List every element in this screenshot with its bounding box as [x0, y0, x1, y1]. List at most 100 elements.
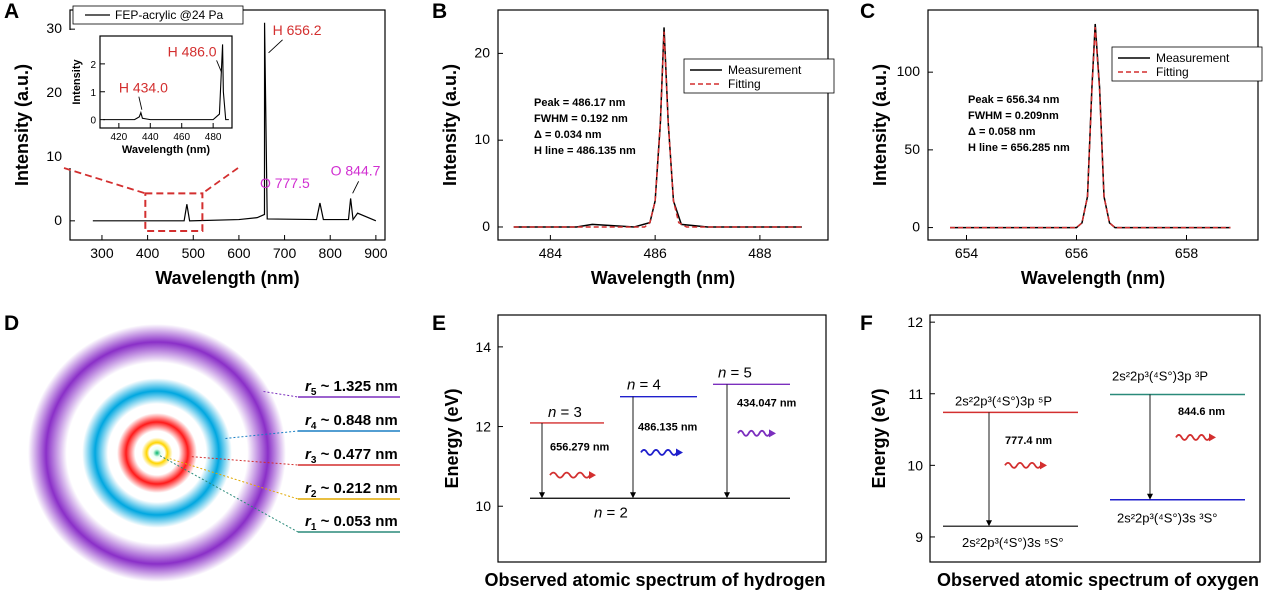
y-tick-label: 0: [54, 212, 62, 228]
photon-434-icon-arrowhead: [769, 429, 776, 438]
legend-label-fitting: Fitting: [728, 77, 761, 91]
y-tick-label: 20: [474, 44, 490, 60]
transition-arrow-777-head: [986, 520, 992, 527]
level-label-3s-3s: 2s²2p³(⁴S°)3s ³S°: [1117, 511, 1218, 526]
x-tick-label: 800: [319, 245, 343, 261]
x-tick-label: 488: [748, 245, 772, 261]
y-tick-label: 12: [475, 419, 491, 435]
y-tick-label: 0: [90, 116, 96, 127]
inset-arrow-h486: [216, 60, 222, 73]
x-tick-label: 420: [111, 132, 128, 143]
level-label-n2: n = 2: [594, 504, 628, 521]
level-label-3p-3p: 2s²2p³(⁴S°)3p ³P: [1112, 368, 1208, 383]
panel-e-hydrogen: 10 12 14 Energy (eV) n = 3 n = 4 n = 5 n = 2 656…: [442, 314, 827, 563]
level-label-n4: n = 4: [627, 377, 661, 394]
transition-label-844: 844.6 nm: [1178, 406, 1225, 418]
y-tick-label: 20: [46, 84, 62, 100]
transition-arrow-656-head: [539, 492, 545, 499]
x-tick-label: 300: [90, 245, 114, 261]
x-tick-label: 486: [643, 245, 667, 261]
x-tick-label: 484: [539, 245, 563, 261]
panel-label-b: B: [432, 0, 447, 23]
radius-leader-5: [263, 391, 299, 398]
panel-label-d: D: [4, 312, 19, 335]
measurement-line: [513, 27, 802, 228]
y-tick-label: 12: [907, 314, 923, 330]
inset-spectrum-line: [103, 44, 229, 121]
plot-frame: [497, 314, 827, 563]
zoom-connector-left: [63, 167, 146, 195]
electron-orbit-rings: [28, 324, 286, 582]
level-label-n3: n = 3: [548, 404, 582, 421]
panel-label-c: C: [860, 0, 875, 23]
y-tick-label: 14: [475, 339, 491, 355]
fit-annotation-line: H line = 486.135 nm: [534, 145, 636, 157]
x-tick-label: 460: [173, 132, 190, 143]
y-tick-label: 30: [46, 20, 62, 36]
radius-label-2: r2 ~ 0.212 nm: [305, 480, 398, 500]
radius-label-5: r5 ~ 1.325 nm: [305, 378, 398, 398]
photon-434-icon: [737, 429, 771, 437]
level-label-n5: n = 5: [718, 364, 752, 381]
fit-annotation-line: Δ = 0.034 nm: [534, 129, 602, 141]
legend-box: [683, 58, 835, 94]
peak-arrow-h656: [268, 39, 283, 54]
plot-frame: [927, 9, 1259, 241]
inset-label-h486: H 486.0: [168, 43, 217, 59]
level-label-3s-5s: 2s²2p³(⁴S°)3s ⁵S°: [962, 535, 1064, 550]
x-tick-label: 440: [142, 132, 159, 143]
panel-f-title: Observed atomic spectrum of oxygen: [937, 570, 1259, 590]
transition-label-777: 777.4 nm: [1005, 435, 1052, 447]
chart-c: 654 656 658 0 50 100 Wavelength (nm) Intensity …: [870, 9, 1263, 288]
fitting-line: [950, 27, 1231, 229]
transition-label-434: 434.047 nm: [737, 398, 797, 410]
y-tick-label: 9: [915, 529, 923, 545]
level-label-3p-5p: 2s²2p³(⁴S°)3p ⁵P: [955, 393, 1052, 408]
panel-label-e: E: [432, 312, 446, 335]
x-tick-label: 400: [136, 245, 160, 261]
fit-annotation-line: Δ = 0.058 nm: [968, 126, 1036, 138]
panel-e-title: Observed atomic spectrum of hydrogen: [484, 570, 825, 590]
x-axis-label: Wavelength (nm): [122, 144, 211, 156]
spectrum-line: [92, 22, 377, 222]
zoom-region-box: [144, 192, 204, 233]
radius-label-4: r4 ~ 0.848 nm: [305, 412, 398, 432]
y-tick-label: 10: [907, 457, 923, 473]
x-tick-label: 658: [1175, 245, 1199, 261]
transition-label-486: 486.135 nm: [638, 422, 698, 434]
y-tick-label: 50: [904, 141, 920, 157]
y-axis-label: Intensity (a.u.): [870, 64, 890, 186]
photon-777-icon: [1004, 461, 1042, 469]
y-tick-label: 10: [474, 131, 490, 147]
x-axis-label: Wavelength (nm): [1021, 268, 1165, 288]
fit-annotation-line: H line = 656.285 nm: [968, 142, 1070, 154]
x-tick-label: 900: [364, 245, 388, 261]
fitting-line: [513, 31, 802, 228]
y-tick-label: 10: [475, 498, 491, 514]
y-tick-label: 100: [897, 63, 921, 79]
legend-box: [72, 5, 244, 25]
fit-annotation-line: Peak = 486.17 nm: [534, 97, 626, 109]
transition-arrow-434-head: [724, 492, 730, 499]
x-tick-label: 656: [1065, 245, 1089, 261]
transition-label-656: 656.279 nm: [550, 441, 610, 453]
panel-f-oxygen: 9 10 11 12 Energy (eV) 2s²2p³(⁴S°)3p ⁵P 2s²2p³…: [869, 314, 1261, 563]
plot-frame: [99, 35, 233, 129]
panel-label-a: A: [4, 0, 19, 23]
y-axis-label: Intensity (a.u.): [440, 64, 460, 186]
radius-label-3: r3 ~ 0.477 nm: [305, 446, 398, 466]
fit-annotation-line: Peak = 656.34 nm: [968, 94, 1060, 106]
peak-label-o844: O 844.7: [331, 162, 381, 178]
x-tick-label: 654: [955, 245, 979, 261]
y-tick-label: 1: [90, 88, 96, 99]
transition-arrow-486-head: [630, 492, 636, 499]
radius-label-1: r1 ~ 0.053 nm: [305, 513, 398, 533]
inset-label-h434: H 434.0: [119, 80, 168, 96]
y-axis-label: Energy (eV): [442, 388, 462, 488]
fit-annotation-line: FWHM = 0.192 nm: [534, 113, 628, 125]
peak-label-h656: H 656.2: [273, 22, 322, 38]
x-axis-label: Wavelength (nm): [155, 268, 299, 288]
inset-chart: 420 440 460 480 0 1 2 Wavelength (nm) Intensity H…: [71, 35, 233, 156]
legend-label-measurement: Measurement: [1156, 51, 1230, 65]
